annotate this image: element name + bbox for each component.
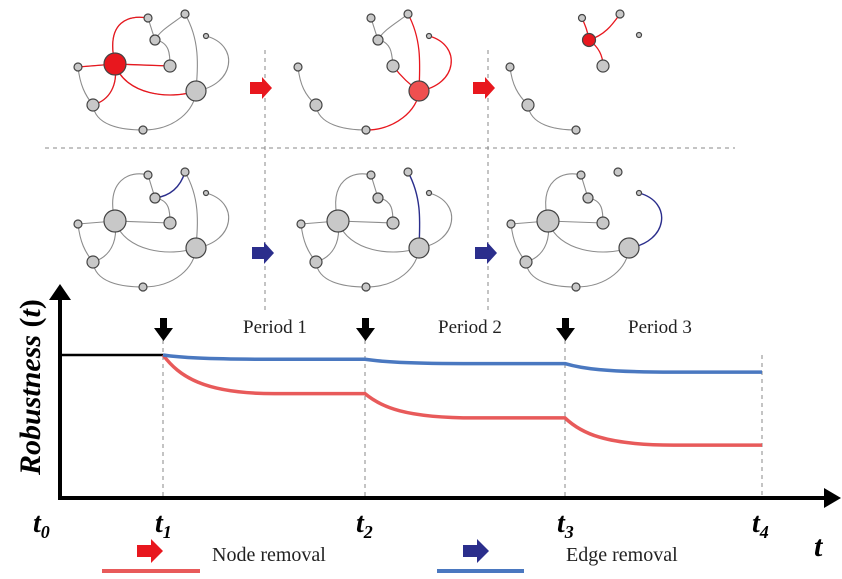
x-axis <box>58 488 841 508</box>
down-arrow-t1 <box>154 318 173 341</box>
tick-t3-base: t <box>557 508 566 539</box>
blue-arrow-1 <box>252 242 274 264</box>
period-1-label: Period 1 <box>243 317 307 338</box>
tick-t4-base: t <box>752 508 761 539</box>
tick-t2: t2 <box>356 508 373 542</box>
legend-edge-arrow-icon <box>463 539 489 563</box>
y-axis-label-close-paren: ) <box>14 299 47 309</box>
tick-t3: t3 <box>557 508 574 542</box>
y-axis <box>49 284 71 498</box>
y-axis-label-arg: t <box>14 307 47 317</box>
y-axis-label-open-paren: ( <box>14 317 47 335</box>
tick-t3-sub: 3 <box>564 522 574 542</box>
red-arrow-2 <box>473 77 495 99</box>
down-arrow-t3 <box>556 318 575 341</box>
tick-t1-base: t <box>155 508 164 539</box>
tick-t0-sub: 0 <box>41 522 50 542</box>
red-arrow-1 <box>250 77 272 99</box>
node-removal-network-1 <box>73 9 230 135</box>
node-removal-network-3 <box>505 9 643 135</box>
tick-t1-sub: 1 <box>163 522 172 542</box>
period-3-label: Period 3 <box>628 317 692 338</box>
legend-edge-label: Edge removal <box>566 544 678 566</box>
down-arrow-t2 <box>356 318 375 341</box>
node-removal-network-2 <box>293 9 452 135</box>
edge-removal-network-1 <box>73 167 230 292</box>
tick-t2-sub: 2 <box>363 522 373 542</box>
legend: Node removal Edge removal <box>102 539 678 573</box>
tick-t4-sub: 4 <box>759 522 769 542</box>
tick-t1: t1 <box>155 508 172 542</box>
edge-removal-network-3 <box>506 167 663 292</box>
tick-t0-base: t <box>33 508 42 539</box>
y-axis-label-text: Robustness <box>14 335 47 476</box>
edge-removal-curve <box>162 353 762 374</box>
x-axis-label: t <box>814 530 824 563</box>
legend-node-arrow-icon <box>137 539 163 563</box>
node-removal-curve <box>161 353 762 447</box>
legend-node-label: Node removal <box>212 544 326 566</box>
tick-t4: t4 <box>752 508 769 542</box>
tick-t2-base: t <box>356 508 365 539</box>
tick-t0: t0 <box>33 508 50 542</box>
blue-arrow-2 <box>475 242 497 264</box>
period-2-label: Period 2 <box>438 317 502 338</box>
y-axis-label: Robustness (t) <box>14 299 47 476</box>
edge-removal-network-2 <box>296 167 453 292</box>
